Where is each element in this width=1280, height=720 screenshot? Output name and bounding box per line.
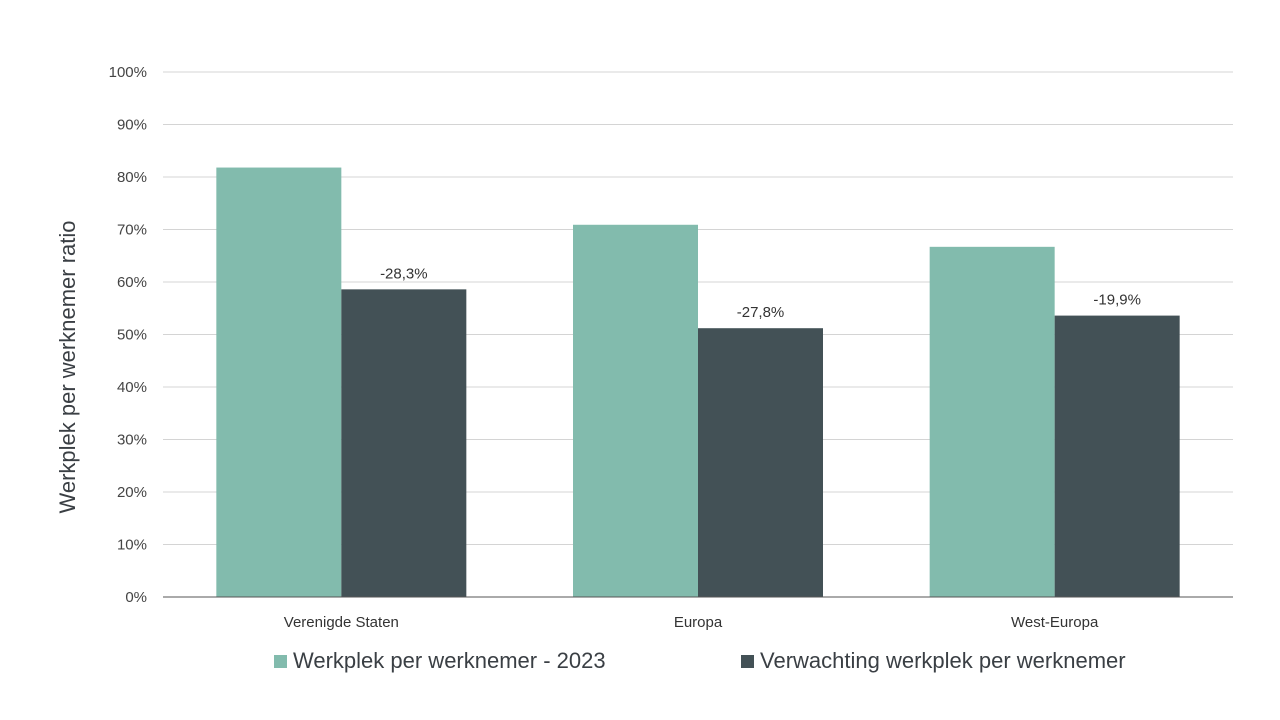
y-tick-label: 40%: [117, 379, 147, 396]
y-tick-label: 70%: [117, 222, 147, 239]
data-label: -28,3%: [380, 265, 428, 282]
legend-item-2023: Werkplek per werknemer - 2023: [274, 648, 606, 674]
y-tick-label: 80%: [117, 169, 147, 186]
bars: [216, 167, 1180, 598]
bar-chart: Werkplek per werknemer ratio 0% 10% 20% 30%…: [55, 64, 1233, 631]
bar-2023: [929, 246, 1055, 597]
x-tick-label: Verenigde Staten: [284, 614, 399, 631]
y-tick-label: 60%: [117, 274, 147, 291]
bar-verwachting: [1054, 315, 1180, 597]
y-tick-label: 10%: [117, 537, 147, 554]
y-tick-label: 100%: [109, 64, 147, 81]
bar-2023: [216, 167, 342, 598]
data-labels: -28,3% -27,8% -19,9%: [380, 265, 1141, 321]
legend-swatch-2023: [274, 654, 287, 668]
y-tick-label: 30%: [117, 432, 147, 449]
data-label: -27,8%: [737, 304, 785, 321]
y-tick-label: 50%: [117, 327, 147, 344]
y-tick-label: 0%: [125, 589, 147, 606]
legend: Werkplek per werknemer - 2023 Verwachtin…: [0, 648, 1280, 682]
legend-label-2023: Werkplek per werknemer - 2023: [293, 648, 606, 673]
data-label: -19,9%: [1093, 292, 1141, 309]
x-tick-label: Europa: [674, 614, 723, 631]
bar-verwachting: [341, 289, 467, 597]
y-tick-label: 20%: [117, 484, 147, 501]
y-tick-label: 90%: [117, 117, 147, 134]
legend-label-verwachting: Verwachting werkplek per werknemer: [760, 648, 1126, 673]
legend-item-verwachting: Verwachting werkplek per werknemer: [741, 648, 1126, 674]
x-tick-label: West-Europa: [1011, 614, 1099, 631]
bar-2023: [573, 224, 698, 597]
y-axis-ticks: 0% 10% 20% 30% 40% 50% 60% 70% 80% 90% 100%: [109, 64, 147, 606]
legend-swatch-verwachting: [741, 654, 754, 668]
bar-verwachting: [698, 328, 823, 597]
y-axis-label: Werkplek per werknemer ratio: [55, 220, 80, 513]
x-axis-ticks: Verenigde Staten Europa West-Europa: [284, 614, 1099, 631]
